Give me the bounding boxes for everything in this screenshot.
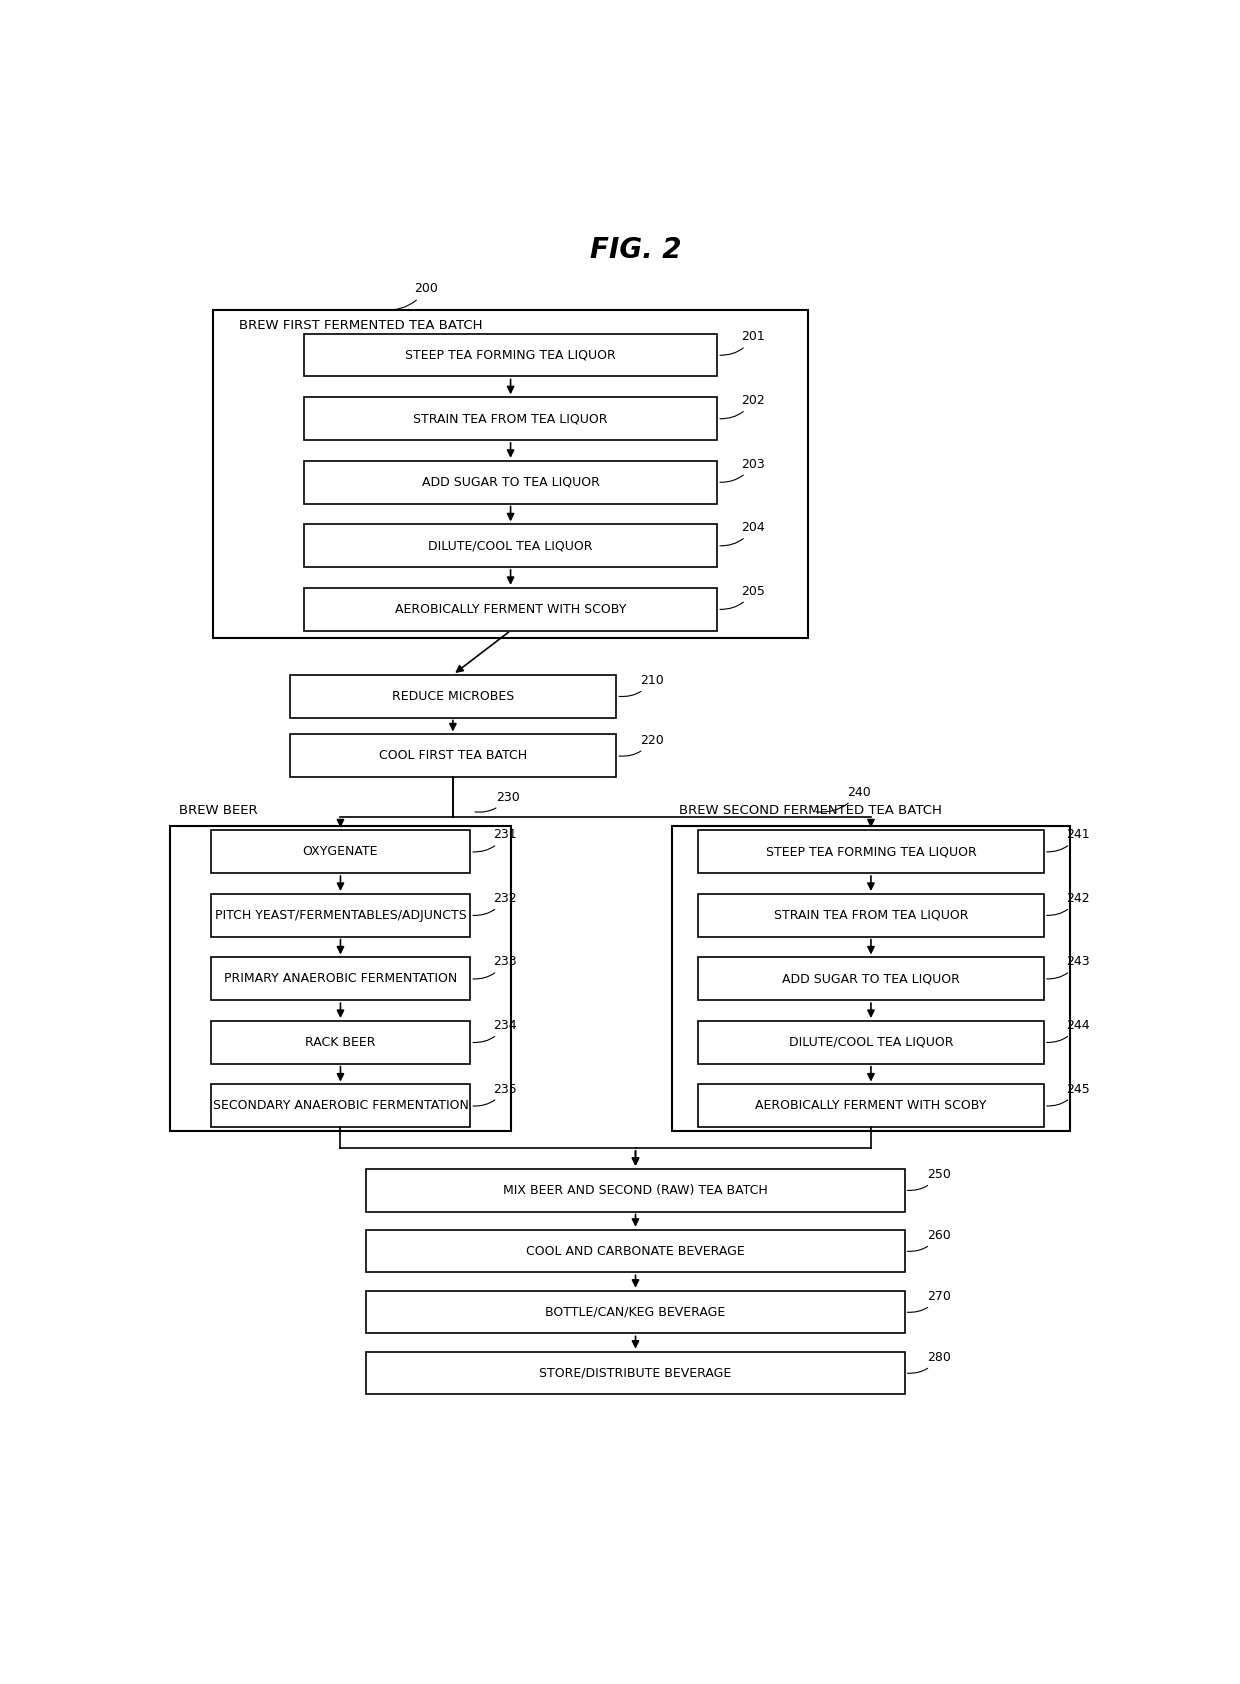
Text: 234: 234 — [472, 1019, 517, 1042]
Bar — [304, 524, 717, 568]
Text: 235: 235 — [472, 1083, 517, 1106]
Bar — [211, 830, 470, 872]
Text: 202: 202 — [720, 394, 765, 419]
Bar — [304, 588, 717, 630]
Text: STEEP TEA FORMING TEA LIQUOR: STEEP TEA FORMING TEA LIQUOR — [765, 845, 976, 859]
Text: FIG. 2: FIG. 2 — [590, 236, 681, 264]
Text: PRIMARY ANAEROBIC FERMENTATION: PRIMARY ANAEROBIC FERMENTATION — [224, 972, 458, 985]
Text: 241: 241 — [1047, 829, 1090, 852]
Bar — [211, 958, 470, 1000]
Text: ADD SUGAR TO TEA LIQUOR: ADD SUGAR TO TEA LIQUOR — [422, 475, 599, 488]
Text: BREW SECOND FERMENTED TEA BATCH: BREW SECOND FERMENTED TEA BATCH — [678, 803, 941, 817]
Text: RACK BEER: RACK BEER — [305, 1036, 376, 1049]
Text: COOL FIRST TEA BATCH: COOL FIRST TEA BATCH — [379, 749, 527, 763]
Bar — [213, 310, 808, 638]
Bar — [672, 827, 1070, 1132]
Bar — [211, 1084, 470, 1127]
Bar — [698, 1084, 1044, 1127]
Text: 245: 245 — [1047, 1083, 1090, 1106]
Bar — [304, 397, 717, 440]
Text: BREW BEER: BREW BEER — [179, 803, 258, 817]
Bar — [304, 333, 717, 377]
Text: PITCH YEAST/FERMENTABLES/ADJUNCTS: PITCH YEAST/FERMENTABLES/ADJUNCTS — [215, 909, 466, 921]
Text: ADD SUGAR TO TEA LIQUOR: ADD SUGAR TO TEA LIQUOR — [782, 972, 960, 985]
Bar — [698, 1021, 1044, 1064]
Text: 250: 250 — [908, 1169, 951, 1191]
Bar — [367, 1169, 905, 1211]
Text: COOL AND CARBONATE BEVERAGE: COOL AND CARBONATE BEVERAGE — [526, 1244, 745, 1258]
Text: STRAIN TEA FROM TEA LIQUOR: STRAIN TEA FROM TEA LIQUOR — [413, 413, 608, 424]
Text: STORE/DISTRIBUTE BEVERAGE: STORE/DISTRIBUTE BEVERAGE — [539, 1366, 732, 1379]
Bar — [211, 1021, 470, 1064]
Text: 200: 200 — [383, 283, 439, 310]
Bar — [367, 1352, 905, 1394]
Text: DILUTE/COOL TEA LIQUOR: DILUTE/COOL TEA LIQUOR — [789, 1036, 954, 1049]
Text: 242: 242 — [1047, 893, 1090, 916]
Bar — [289, 675, 616, 717]
Text: DILUTE/COOL TEA LIQUOR: DILUTE/COOL TEA LIQUOR — [428, 539, 593, 552]
Text: STEEP TEA FORMING TEA LIQUOR: STEEP TEA FORMING TEA LIQUOR — [405, 349, 616, 362]
Text: MIX BEER AND SECOND (RAW) TEA BATCH: MIX BEER AND SECOND (RAW) TEA BATCH — [503, 1184, 768, 1197]
Bar — [304, 461, 717, 504]
Text: BOTTLE/CAN/KEG BEVERAGE: BOTTLE/CAN/KEG BEVERAGE — [546, 1305, 725, 1319]
Text: SECONDARY ANAEROBIC FERMENTATION: SECONDARY ANAEROBIC FERMENTATION — [212, 1100, 469, 1113]
Text: 203: 203 — [720, 458, 765, 482]
Text: STRAIN TEA FROM TEA LIQUOR: STRAIN TEA FROM TEA LIQUOR — [774, 909, 968, 921]
Text: 232: 232 — [472, 893, 517, 916]
Text: AEROBICALLY FERMENT WITH SCOBY: AEROBICALLY FERMENT WITH SCOBY — [755, 1100, 987, 1113]
Text: 260: 260 — [908, 1229, 950, 1251]
Text: 220: 220 — [619, 734, 665, 756]
Text: 243: 243 — [1047, 955, 1090, 978]
Text: REDUCE MICROBES: REDUCE MICROBES — [392, 690, 515, 702]
Bar — [170, 827, 511, 1132]
Text: 204: 204 — [720, 520, 765, 546]
Text: 244: 244 — [1047, 1019, 1090, 1042]
Bar — [367, 1229, 905, 1273]
Bar — [698, 830, 1044, 872]
Text: BREW FIRST FERMENTED TEA BATCH: BREW FIRST FERMENTED TEA BATCH — [238, 318, 482, 332]
Text: 230: 230 — [475, 791, 520, 812]
Text: 270: 270 — [908, 1290, 951, 1312]
Text: AEROBICALLY FERMENT WITH SCOBY: AEROBICALLY FERMENT WITH SCOBY — [394, 603, 626, 616]
Bar — [698, 894, 1044, 936]
Text: 205: 205 — [720, 584, 765, 610]
Bar — [698, 958, 1044, 1000]
Bar — [211, 894, 470, 936]
Bar — [289, 734, 616, 776]
Text: 231: 231 — [472, 829, 517, 852]
Text: 210: 210 — [619, 674, 665, 697]
Text: 233: 233 — [472, 955, 517, 978]
Text: 240: 240 — [816, 785, 870, 812]
Text: 201: 201 — [720, 330, 765, 355]
Bar — [367, 1290, 905, 1334]
Text: 280: 280 — [908, 1351, 951, 1372]
Text: OXYGENATE: OXYGENATE — [303, 845, 378, 859]
